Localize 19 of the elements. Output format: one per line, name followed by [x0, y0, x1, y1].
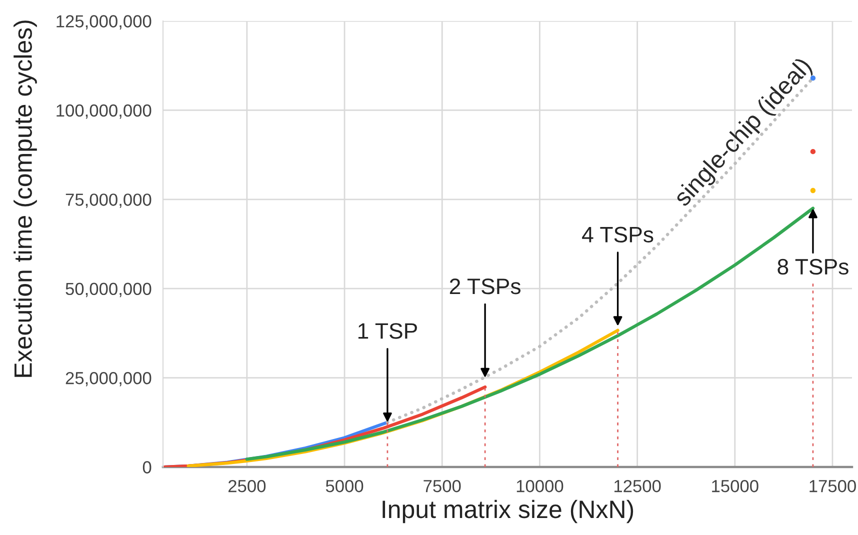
x-tick-label: 5000 — [326, 480, 364, 492]
y-tick-label: 125,000,000 — [56, 15, 152, 30]
x-tick-label: 10000 — [516, 480, 564, 492]
x-axis-title: Input matrix size (NxN) — [382, 500, 634, 524]
annotation: 8 TSPs — [778, 258, 848, 275]
annotation: 2 TSPs — [450, 278, 520, 294]
y-tick-label: 0 — [142, 461, 152, 474]
annotation: 4 TSPs — [582, 226, 654, 243]
annotation: 1 TSP — [358, 323, 417, 339]
y-tick-label: 25,000,000 — [66, 372, 152, 386]
x-tick-label: 7500 — [424, 480, 461, 492]
x-tick-label: 12500 — [614, 480, 661, 492]
y-tick-label: 50,000,000 — [66, 282, 152, 298]
y-tick-label: 100,000,000 — [56, 104, 152, 119]
y-tick-label: 75,000,000 — [66, 194, 152, 208]
x-tick-label: 17500 — [810, 480, 856, 492]
x-tick-label: 2500 — [228, 480, 266, 492]
x-tick-label: 15000 — [712, 480, 758, 492]
y-axis-title: Execution time (compute cycles) — [14, 20, 37, 377]
